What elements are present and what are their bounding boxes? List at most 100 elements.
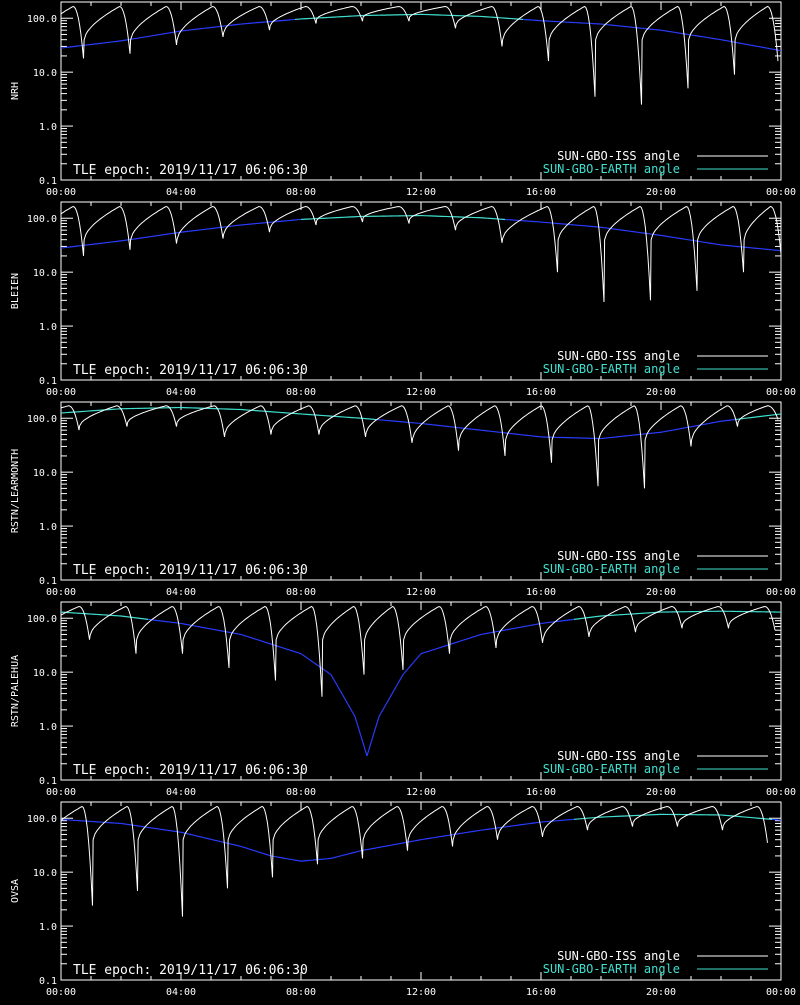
earth-angle-segment xyxy=(412,663,413,664)
legend-earth-label: SUN-GBO-EARTH angle xyxy=(543,362,680,376)
earth-angle-segment xyxy=(380,712,381,714)
earth-angle-segment xyxy=(360,734,361,736)
x-tick-label: 00:00 xyxy=(766,787,796,798)
earth-angle-segment xyxy=(514,628,517,629)
y-tick-label: 0.1 xyxy=(39,376,57,387)
earth-angle-segment xyxy=(335,681,336,683)
earth-angle-segment xyxy=(529,625,532,626)
legend-earth-label: SUN-GBO-EARTH angle xyxy=(543,762,680,776)
legend-iss-label: SUN-GBO-ISS angle xyxy=(557,949,680,963)
earth-angle-segment xyxy=(410,665,411,666)
earth-angle-segment xyxy=(365,750,366,752)
earth-angle-segment xyxy=(368,750,369,752)
earth-angle-segment xyxy=(351,710,352,712)
x-tick-label: 04:00 xyxy=(166,387,196,398)
x-tick-label: 12:00 xyxy=(406,187,436,198)
y-tick-label: 10.0 xyxy=(33,868,57,879)
x-tick-label: 12:00 xyxy=(406,587,436,598)
earth-angle-segment xyxy=(327,671,329,672)
earth-angle-segment xyxy=(397,683,398,685)
iss-angle-line xyxy=(38,207,781,303)
earth-angle-segment xyxy=(187,625,190,626)
earth-angle-segment xyxy=(490,632,493,633)
earth-angle-segment xyxy=(371,742,372,744)
earth-angle-segment xyxy=(413,662,414,663)
earth-angle-segment xyxy=(306,657,308,658)
x-tick-label: 08:00 xyxy=(286,587,316,598)
earth-angle-segment xyxy=(315,663,317,664)
earth-angle-segment xyxy=(375,726,376,728)
tle-epoch-text: TLE epoch: 2019/11/17 06:06:30 xyxy=(73,763,308,778)
earth-angle-segment xyxy=(667,431,670,432)
earth-angle-segment xyxy=(502,630,505,631)
y-tick-label: 100.0 xyxy=(27,214,57,225)
y-tick-label: 10.0 xyxy=(33,468,57,479)
earth-angle-segment xyxy=(390,696,391,698)
earth-angle-segment xyxy=(364,850,367,851)
x-tick-label: 12:00 xyxy=(406,387,436,398)
earth-angle-segment xyxy=(353,712,354,714)
earth-angle-segment xyxy=(370,744,371,746)
earth-angle-segment xyxy=(295,652,298,653)
earth-angle-segment xyxy=(475,635,478,636)
earth-angle-segment xyxy=(763,47,766,48)
earth-angle-segment xyxy=(393,689,394,691)
earth-angle-segment xyxy=(349,706,350,708)
earth-angle-segment xyxy=(338,687,339,689)
earth-angle-segment xyxy=(691,426,694,427)
iss-angle-line xyxy=(33,406,778,489)
earth-angle-segment xyxy=(417,657,418,658)
earth-angle-segment xyxy=(365,748,366,750)
earth-angle-segment xyxy=(757,46,760,47)
earth-angle-segment xyxy=(535,624,538,625)
earth-angle-segment xyxy=(360,732,361,734)
y-tick-label: 10.0 xyxy=(33,68,57,79)
legend-earth-label: SUN-GBO-EARTH angle xyxy=(543,962,680,976)
earth-angle-segment xyxy=(199,627,202,628)
earth-angle-segment xyxy=(724,40,727,41)
earth-angle-segment xyxy=(238,846,241,847)
earth-angle-segment xyxy=(760,47,763,48)
earth-angle-segment xyxy=(739,43,742,44)
earth-angle-segment xyxy=(370,848,373,849)
earth-angle-segment xyxy=(363,742,364,744)
x-tick-label: 20:00 xyxy=(646,987,676,998)
earth-angle-segment xyxy=(472,636,475,637)
x-tick-label: 16:00 xyxy=(526,787,556,798)
x-tick-label: 00:00 xyxy=(46,587,76,598)
earth-angle-segment xyxy=(403,842,406,843)
earth-angle-segment xyxy=(232,844,235,845)
earth-angle-segment xyxy=(395,687,396,689)
earth-angle-segment xyxy=(385,704,386,706)
earth-angle-segment xyxy=(376,724,377,726)
station-label: BLEIEN xyxy=(10,273,21,309)
earth-angle-segment xyxy=(417,658,418,659)
earth-angle-segment xyxy=(398,681,399,683)
earth-angle-segment xyxy=(342,694,343,696)
earth-angle-segment xyxy=(742,44,745,45)
y-tick-label: 1.0 xyxy=(39,122,57,133)
earth-angle-segment xyxy=(382,846,385,847)
earth-angle-segment xyxy=(419,655,420,656)
earth-angle-segment xyxy=(336,683,337,685)
earth-angle-segment xyxy=(375,728,376,730)
earth-angle-segment xyxy=(387,700,388,702)
earth-angle-segment xyxy=(736,42,739,43)
x-tick-label: 20:00 xyxy=(646,787,676,798)
earth-angle-segment xyxy=(196,626,199,627)
earth-angle-segment xyxy=(301,654,303,655)
earth-angle-segment xyxy=(754,46,757,47)
earth-angle-segment xyxy=(481,634,484,635)
earth-angle-segment xyxy=(405,671,406,672)
earth-angle-segment xyxy=(442,646,445,647)
earth-angle-segment xyxy=(412,841,415,842)
earth-angle-segment xyxy=(778,50,781,51)
earth-angle-segment xyxy=(262,641,265,642)
earth-angle-segment xyxy=(394,844,397,845)
tle-epoch-text: TLE epoch: 2019/11/17 06:06:30 xyxy=(73,963,308,978)
earth-angle-segment xyxy=(381,710,382,712)
x-tick-label: 00:00 xyxy=(766,987,796,998)
